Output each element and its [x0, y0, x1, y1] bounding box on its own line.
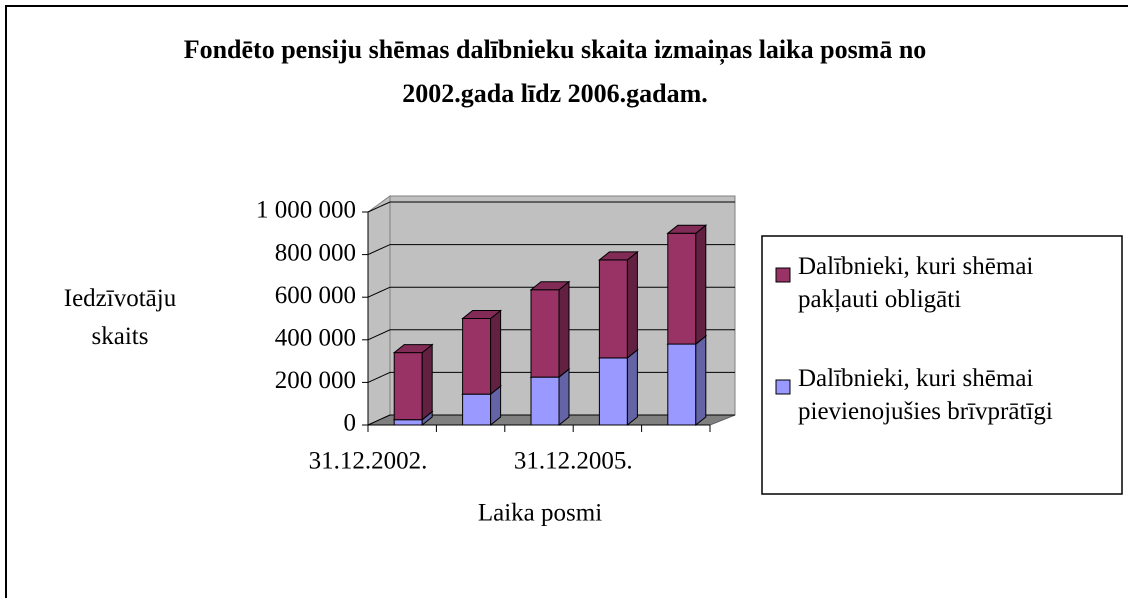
bar-front: [667, 232, 697, 345]
legend-label: Dalībnieki, kuri shēmai pievienojušies b…: [798, 365, 1053, 425]
bar-side: [421, 343, 433, 421]
legend-swatch: [775, 267, 791, 283]
chart-title-box: Fondēto pensiju shēmas dalībnieku skaita…: [183, 35, 927, 108]
y-tick-label: 200 000: [275, 367, 356, 394]
bar-front: [462, 393, 492, 426]
bar-top: [597, 251, 639, 261]
y-tick-label: 600 000: [275, 282, 356, 309]
bar-side: [490, 309, 502, 396]
bar-side: [558, 368, 570, 427]
bar-front: [598, 259, 628, 359]
y-axis-title: Iedzīvotāju skaits: [63, 285, 177, 350]
legend-label: Dalībnieki, kuri shēmai pakļauti obligāt…: [798, 253, 1034, 313]
grid-line: [367, 244, 735, 256]
x-axis-title: Laika posmi: [478, 500, 602, 527]
bar-top: [461, 310, 503, 319]
bar-front: [393, 352, 423, 421]
x-tick-label: 31.12.2005.: [514, 448, 633, 475]
bar-top: [666, 224, 708, 234]
y-tick-label: 0: [344, 410, 357, 437]
side-wall: [367, 195, 391, 426]
bar-front: [530, 289, 560, 378]
legend-swatch: [775, 379, 791, 395]
x-tick-label: 31.12.2002.: [309, 448, 428, 475]
bar-front: [598, 357, 628, 426]
bar-front: [393, 419, 423, 426]
bar-front: [462, 318, 492, 395]
y-tick-label: 800 000: [275, 239, 356, 266]
bar-front: [667, 343, 697, 426]
bar-top: [529, 281, 571, 291]
legend-box: [761, 235, 1123, 495]
y-tick-label: 400 000: [275, 325, 356, 352]
bar-top: [392, 344, 434, 354]
chart-title: Fondēto pensiju shēmas dalībnieku skaita…: [183, 35, 927, 108]
y-axis-title-box: Iedzīvotāju skaits: [63, 285, 177, 350]
bar-side: [695, 335, 707, 427]
legend-label-box: Dalībnieki, kuri shēmai pievienojušies b…: [798, 365, 1053, 425]
bar-side: [695, 224, 707, 346]
chart-border: [5, 5, 1128, 598]
bar-side: [626, 250, 638, 359]
bar-side: [626, 348, 638, 427]
bar-front: [530, 376, 560, 426]
legend-label-box: Dalībnieki, kuri shēmai pakļauti obligāt…: [798, 253, 1034, 313]
grid-line: [367, 201, 735, 213]
y-tick-label: 1 000 000: [256, 197, 356, 224]
bar-side: [558, 280, 570, 379]
